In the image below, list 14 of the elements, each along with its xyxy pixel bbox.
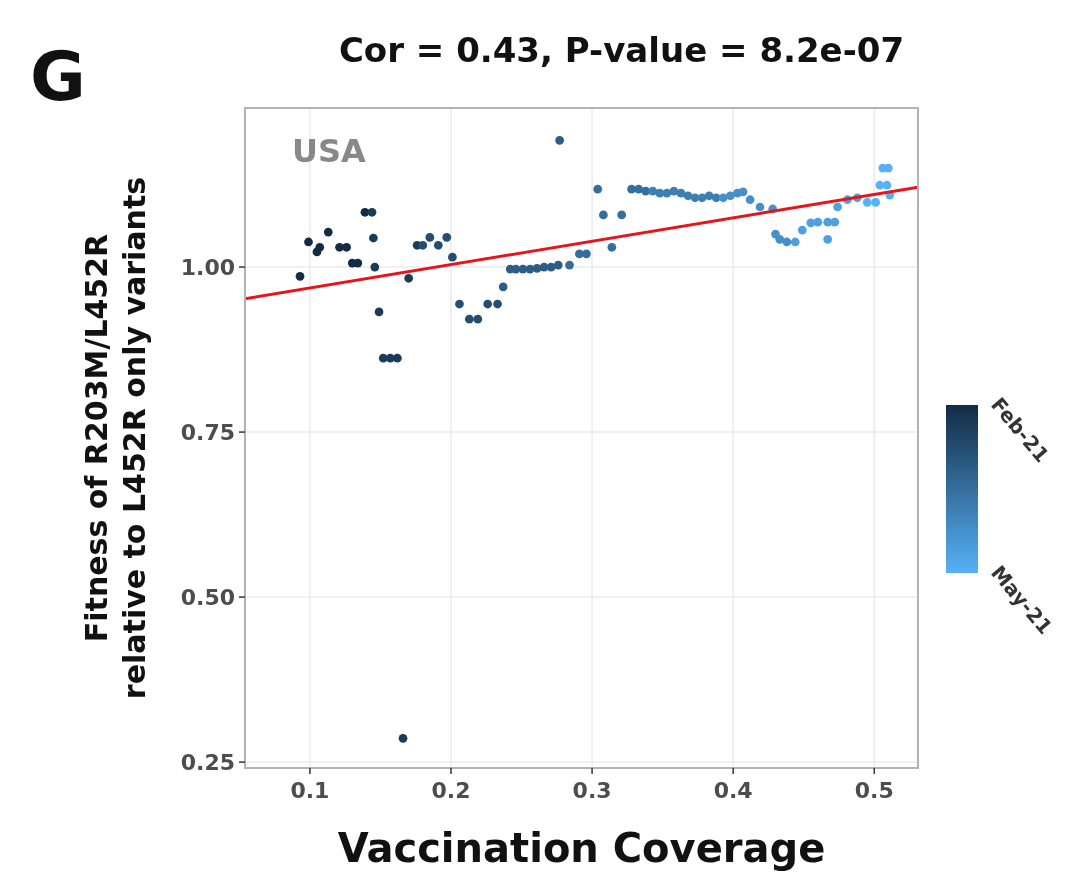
x-axis-title: Vaccination Coverage: [337, 825, 826, 871]
y-tick-label: 0.25: [180, 749, 235, 775]
x-tick-label: 0.5: [854, 778, 894, 803]
y-tick-label: 0.75: [180, 419, 235, 445]
chart-title: Cor = 0.43, P-value = 8.2e-07: [338, 30, 905, 70]
y-tick-label: 1.00: [180, 254, 235, 280]
x-tick-label: 0.1: [290, 778, 330, 803]
text: G: [30, 37, 86, 116]
y-axis-title: Fitness of R203M/L452R relative to L452R only variants: [79, 176, 152, 700]
annotation: USA: [292, 132, 367, 170]
x-tick-label: 0.2: [431, 778, 471, 803]
x-tick-label: 0.3: [572, 778, 612, 803]
x-tick-label: 0.4: [713, 778, 753, 803]
y-tick-label: 0.50: [180, 584, 235, 610]
